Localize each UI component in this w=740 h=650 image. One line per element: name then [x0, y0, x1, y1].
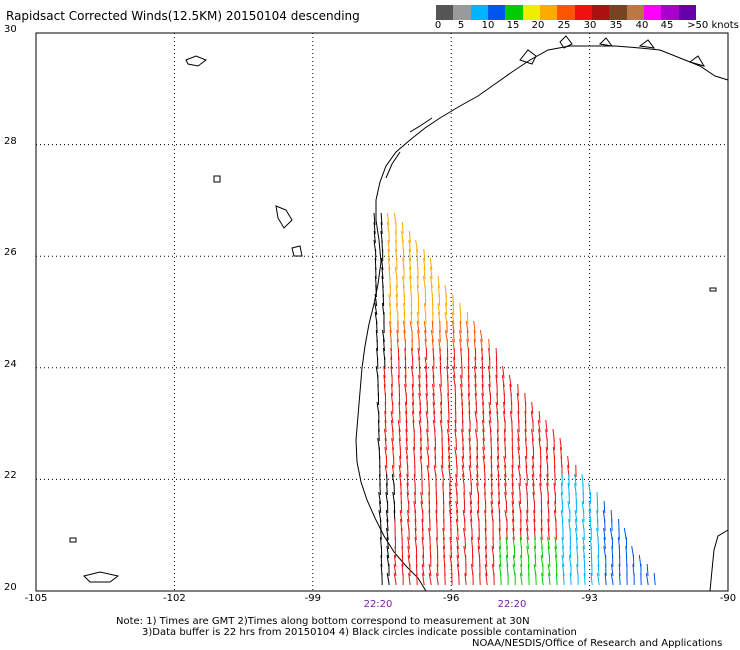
wind-vector: [529, 573, 530, 585]
wind-vector: [386, 456, 387, 468]
wind-vector: [547, 465, 548, 477]
wind-vector: [570, 546, 571, 558]
latitude-tick-label: 22: [4, 470, 17, 481]
inland-lake: [70, 538, 76, 542]
wind-vector: [459, 573, 460, 585]
yucatan-coast: [710, 530, 728, 591]
wind-map: [0, 0, 740, 650]
inland-lake: [214, 176, 220, 182]
latitude-tick-label: 30: [4, 24, 17, 35]
latitude-tick-label: 24: [4, 359, 17, 370]
wind-vector: [647, 564, 648, 576]
wind-vector: [554, 438, 555, 450]
wind-vector: [605, 519, 606, 531]
latitude-tick-label: 20: [4, 582, 17, 593]
wind-vector: [408, 465, 409, 477]
bay-shape: [640, 40, 654, 48]
latitude-tick-label: 28: [4, 136, 17, 147]
inland-lake: [292, 246, 302, 256]
wind-vector: [562, 501, 563, 513]
bay-shape: [690, 56, 704, 66]
wind-vector: [539, 411, 540, 423]
time-label-1: 22:20: [364, 599, 393, 610]
wind-vector: [493, 537, 494, 549]
wind-vector: [395, 546, 396, 558]
wind-vector: [462, 420, 463, 432]
wind-vector: [654, 573, 655, 585]
coastline: [70, 36, 728, 591]
bay-shape: [600, 38, 612, 46]
longitude-tick-label: -105: [25, 593, 48, 604]
wind-vector: [505, 447, 506, 459]
wind-vector: [383, 294, 384, 306]
wind-vector: [418, 303, 419, 315]
map-frame: [36, 33, 728, 591]
wind-vector: [467, 312, 468, 324]
note-line-2: 3)Data buffer is 22 hrs from 20150104 4)…: [142, 627, 577, 638]
wind-barbs: [374, 213, 655, 585]
wind-vector: [478, 501, 479, 513]
longitude-tick-label: -96: [443, 593, 459, 604]
longitude-tick-label: -102: [163, 593, 186, 604]
wind-vector: [569, 492, 570, 504]
wind-vector: [401, 501, 402, 513]
wind-vector: [501, 573, 502, 585]
graticule: [36, 33, 728, 591]
inland-lake: [84, 572, 118, 582]
wind-vector: [439, 294, 440, 306]
longitude-tick-label: -90: [720, 593, 736, 604]
longitude-tick-label: -99: [305, 593, 321, 604]
wind-vector: [419, 366, 420, 378]
wind-vector: [376, 285, 377, 297]
note-line-1: Note: 1) Times are GMT 2)Times along bot…: [116, 616, 530, 627]
note-line-3: NOAA/NESDIS/Office of Research and Appli…: [472, 638, 722, 649]
inland-lake: [710, 288, 716, 291]
inland-lake: [276, 206, 292, 228]
wind-vector: [480, 573, 481, 585]
wind-vector: [563, 528, 564, 540]
wind-vector: [465, 519, 466, 531]
wind-vector: [451, 528, 452, 540]
wind-vector: [456, 438, 457, 450]
wind-vector: [576, 501, 577, 513]
time-label-2: 22:20: [498, 599, 527, 610]
inland-lake: [186, 56, 206, 66]
wind-vector: [380, 483, 381, 495]
wind-vector: [536, 573, 537, 585]
latitude-tick-label: 26: [4, 247, 17, 258]
wind-vector: [604, 501, 605, 513]
wind-vector: [402, 222, 403, 234]
longitude-tick-label: -93: [581, 593, 597, 604]
